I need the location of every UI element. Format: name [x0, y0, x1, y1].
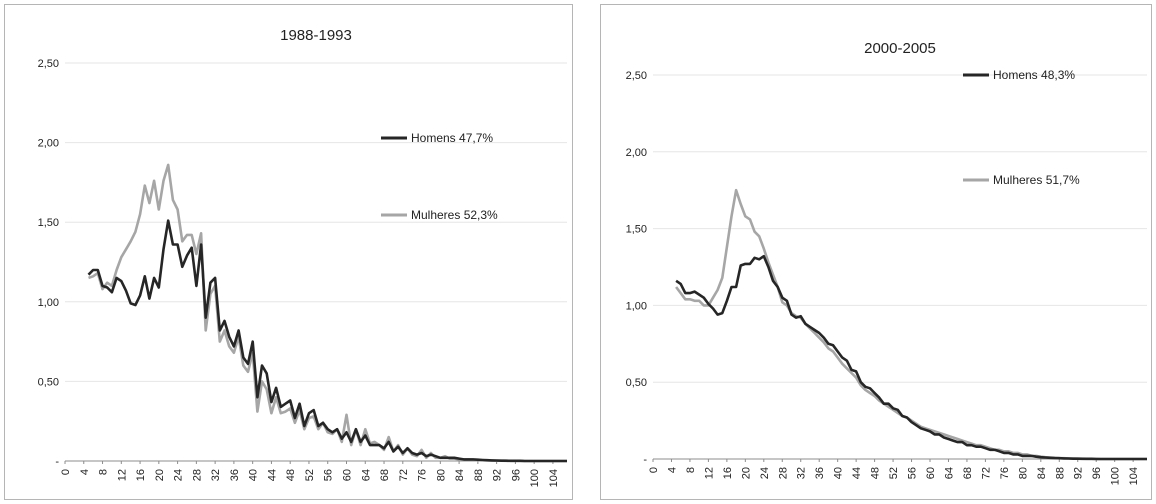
x-tick-label: 8	[685, 467, 697, 473]
x-tick-label: 28	[777, 467, 789, 479]
series-line-homens	[675, 254, 1147, 461]
x-tick-label: 72	[980, 467, 992, 479]
y-tick-label: -	[643, 454, 647, 466]
x-tick-label: 92	[1073, 467, 1085, 479]
x-tick-label: 56	[323, 469, 335, 481]
x-tick-label: 76	[417, 469, 429, 481]
x-tick-label: 100	[1110, 467, 1122, 485]
x-tick-label: 40	[248, 469, 260, 481]
x-tick-label: 16	[722, 467, 734, 479]
x-tick-label: 0	[60, 469, 72, 475]
x-tick-label: 28	[191, 469, 203, 481]
x-tick-label: 80	[1017, 467, 1029, 479]
x-tick-label: 64	[943, 467, 955, 479]
x-tick-label: 52	[888, 467, 900, 479]
x-tick-label: 68	[962, 467, 974, 479]
x-tick-label: 44	[266, 469, 278, 481]
y-tick-label: 2,00	[38, 138, 59, 150]
y-tick-label: 2,50	[626, 70, 647, 82]
chart-panel-1988-1993: 1988-1993-0,50 1,00 1,50 2,00 2,50 0 4 8 12 16 20 2…	[4, 4, 573, 500]
x-tick-label: 84	[454, 469, 466, 481]
y-tick-label: 1,00	[38, 297, 59, 309]
x-tick-label: 48	[285, 469, 297, 481]
x-tick-label: 92	[492, 469, 504, 481]
chart-panel-2000-2005: 2000-2005-0,50 1,00 1,50 2,00 2,50 0 4 8 12 16 20 2…	[600, 4, 1152, 500]
x-tick-label: 36	[814, 467, 826, 479]
x-tick-label: 60	[341, 469, 353, 481]
y-tick-label: 1,00	[626, 300, 647, 312]
x-tick-label: 80	[435, 469, 447, 481]
x-tick-label: 60	[925, 467, 937, 479]
chart-svg-1988-1993: 1988-1993-0,501,001,502,002,500 4 8 12 16 20 2…	[38, 27, 567, 487]
x-tick-label: 100	[529, 469, 541, 487]
y-tick-label: 2,00	[626, 147, 647, 159]
chart-svg-2000-2005: 2000-2005-0,501,001,502,002,500 4 8 12 16 20 2…	[626, 40, 1147, 485]
x-tick-label: 40	[833, 467, 845, 479]
x-tick-label: 96	[510, 469, 522, 481]
x-tick-label: 12	[703, 467, 715, 479]
series-line-mulheres	[675, 188, 1147, 461]
x-tick-label: 96	[1091, 467, 1103, 479]
x-tick-label: 64	[360, 469, 372, 481]
legend-label: Homens 47,7%	[411, 131, 493, 145]
chart-title: 1988-1993	[280, 27, 352, 44]
x-tick-label: 4	[79, 469, 91, 475]
x-tick-label: 36	[229, 469, 241, 481]
x-tick-label: 44	[851, 467, 863, 479]
x-tick-label: 32	[210, 469, 222, 481]
x-tick-label: 84	[1036, 467, 1048, 479]
y-tick-label: -	[55, 456, 59, 468]
y-tick-label: 2,50	[38, 58, 59, 70]
y-tick-label: 0,50	[626, 377, 647, 389]
legend-label: Mulheres 51,7%	[993, 173, 1080, 187]
x-tick-label: 68	[379, 469, 391, 481]
y-tick-label: 1,50	[38, 217, 59, 229]
y-tick-label: 0,50	[38, 376, 59, 388]
x-tick-label: 0	[648, 467, 660, 473]
x-tick-label: 32	[796, 467, 808, 479]
legend-label: Homens 48,3%	[993, 68, 1075, 82]
x-tick-label: 52	[304, 469, 316, 481]
x-tick-label: 76	[999, 467, 1011, 479]
y-tick-label: 1,50	[626, 224, 647, 236]
x-tick-label: 104	[548, 469, 560, 487]
x-tick-label: 4	[666, 467, 678, 473]
x-tick-label: 48	[870, 467, 882, 479]
x-tick-label: 88	[1054, 467, 1066, 479]
x-tick-label: 88	[473, 469, 485, 481]
x-tick-label: 104	[1128, 467, 1140, 485]
x-tick-label: 56	[907, 467, 919, 479]
x-tick-label: 72	[398, 469, 410, 481]
x-tick-label: 16	[135, 469, 147, 481]
series-line-homens	[87, 219, 567, 463]
x-tick-label: 8	[98, 469, 110, 475]
x-tick-label: 24	[759, 467, 771, 479]
x-tick-label: 20	[154, 469, 166, 481]
legend-label: Mulheres 52,3%	[411, 208, 498, 222]
x-tick-label: 20	[740, 467, 752, 479]
x-tick-label: 24	[173, 469, 185, 481]
chart-title: 2000-2005	[864, 40, 936, 57]
x-tick-label: 12	[116, 469, 128, 481]
